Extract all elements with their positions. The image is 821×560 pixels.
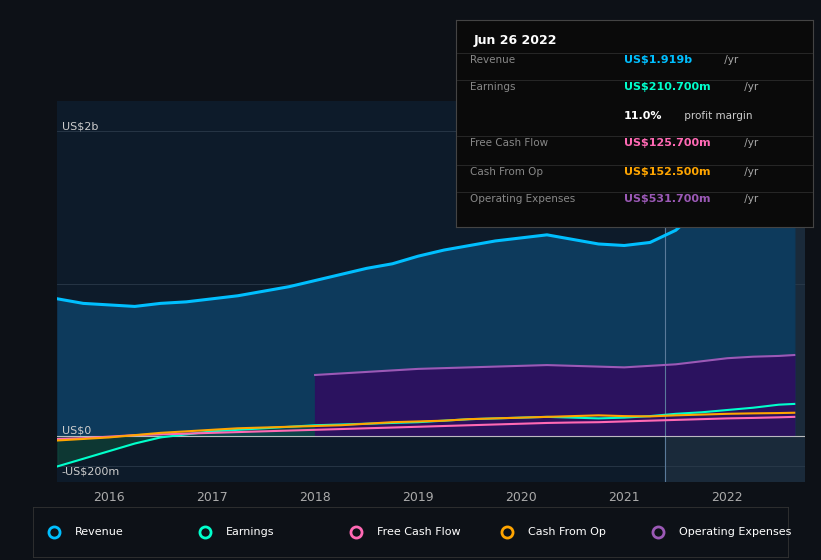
Text: /yr: /yr	[721, 55, 738, 65]
Text: US$2b: US$2b	[62, 122, 98, 131]
Text: Jun 26 2022: Jun 26 2022	[474, 34, 557, 47]
Text: Earnings: Earnings	[470, 82, 516, 92]
Text: Revenue: Revenue	[470, 55, 515, 65]
Text: Free Cash Flow: Free Cash Flow	[470, 138, 548, 148]
Text: US$152.500m: US$152.500m	[623, 167, 710, 177]
Text: /yr: /yr	[741, 194, 758, 204]
Text: US$531.700m: US$531.700m	[623, 194, 710, 204]
Text: Earnings: Earnings	[226, 527, 274, 537]
Text: /yr: /yr	[741, 138, 758, 148]
Text: /yr: /yr	[741, 167, 758, 177]
Text: US$0: US$0	[62, 426, 91, 436]
Text: /yr: /yr	[741, 82, 758, 92]
Text: -US$200m: -US$200m	[62, 466, 120, 477]
Text: US$1.919b: US$1.919b	[623, 55, 691, 65]
Bar	[666, 101, 805, 482]
Text: profit margin: profit margin	[681, 111, 752, 121]
Text: US$210.700m: US$210.700m	[623, 82, 710, 92]
Text: Cash From Op: Cash From Op	[470, 167, 543, 177]
Text: Operating Expenses: Operating Expenses	[470, 194, 576, 204]
Text: Operating Expenses: Operating Expenses	[679, 527, 791, 537]
Text: Revenue: Revenue	[75, 527, 123, 537]
Text: US$125.700m: US$125.700m	[623, 138, 710, 148]
Text: 11.0%: 11.0%	[623, 111, 662, 121]
Text: Cash From Op: Cash From Op	[528, 527, 605, 537]
Text: Free Cash Flow: Free Cash Flow	[377, 527, 460, 537]
